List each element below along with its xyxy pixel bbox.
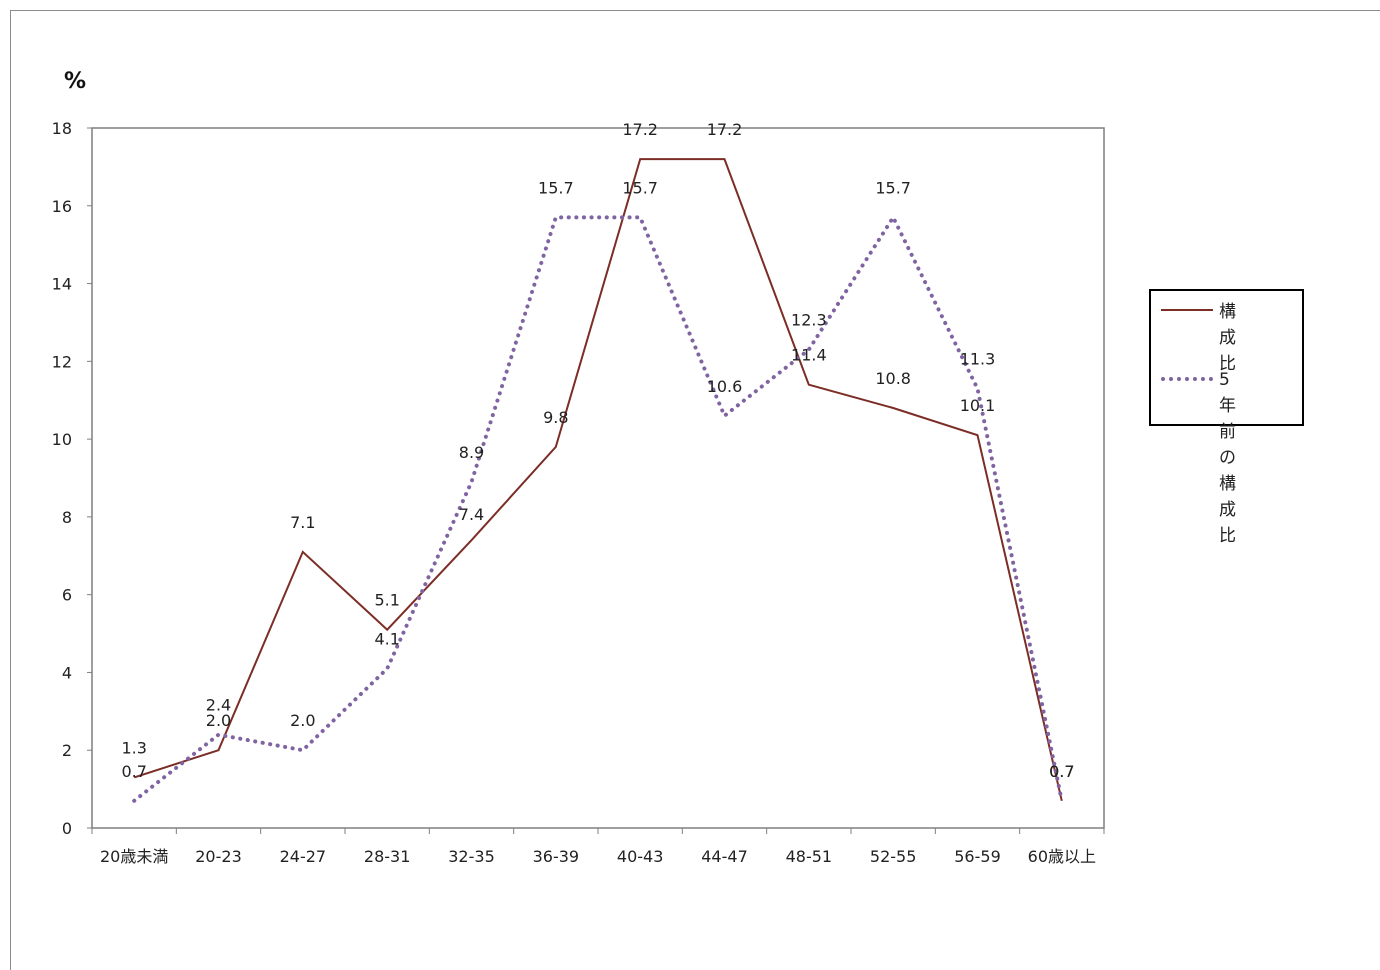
x-tick-label: 28-31 — [364, 847, 411, 866]
x-tick-label: 56-59 — [954, 847, 1001, 866]
legend-label-series-2-line2: 構成比 — [1219, 474, 1236, 546]
data-label-series-1: 17.2 — [707, 120, 743, 139]
y-tick-label: 2 — [62, 741, 72, 760]
data-label-series-2: 2.4 — [206, 696, 231, 715]
y-tick-label: 12 — [52, 352, 72, 371]
x-tick-label: 32-35 — [448, 847, 495, 866]
chart-frame — [10, 10, 1380, 970]
data-labels: 1.3 2.0 7.1 5.1 7.4 9.8 17.2 17.2 11.4 10.8 10.1 0.… — [121, 120, 1074, 781]
y-unit-label: % — [64, 69, 86, 94]
data-label-series-1: 7.4 — [459, 505, 484, 524]
x-axis: 20歳未満 20-23 24-27 28-31 32-35 36-39 40-43 44-47… — [91, 828, 1105, 866]
x-tick-label: 40-43 — [617, 847, 664, 866]
x-tick-label: 60歳以上 — [1028, 847, 1096, 866]
y-tick-label: 6 — [62, 586, 72, 605]
data-label-series-1: 5.1 — [374, 591, 399, 610]
y-tick-label: 18 — [52, 119, 72, 138]
data-label-series-1: 9.8 — [543, 408, 568, 427]
data-label-series-2: 0.7 — [1049, 762, 1074, 781]
legend-label-series-2-line1: 5年前の — [1219, 370, 1236, 468]
data-label-series-1: 10.8 — [875, 369, 911, 388]
data-label-series-1: 1.3 — [121, 738, 146, 757]
data-label-series-1: 0.7 — [1049, 762, 1074, 781]
x-tick-label: 36-39 — [533, 847, 580, 866]
data-label-series-1: 10.1 — [960, 396, 996, 415]
data-label-series-1: 2.0 — [206, 711, 231, 730]
y-tick-label: 4 — [62, 663, 72, 682]
data-label-series-2: 2.0 — [290, 711, 315, 730]
y-tick-label: 16 — [52, 197, 72, 216]
data-label-series-2: 15.7 — [875, 178, 911, 197]
y-tick-label: 10 — [52, 430, 72, 449]
y-tick-label: 8 — [62, 508, 72, 527]
data-label-series-2: 11.3 — [960, 350, 996, 369]
legend: 構成比 5年前の 構成比 — [1149, 289, 1304, 546]
legend-label-series-2: 5年前の 構成比 — [1219, 367, 1236, 549]
data-label-series-2: 8.9 — [459, 443, 484, 462]
data-label-series-1: 11.4 — [791, 346, 827, 365]
series-line-2 — [132, 213, 1064, 803]
data-label-series-2: 0.7 — [121, 762, 146, 781]
plot-area — [91, 127, 1105, 829]
x-tick-label: 48-51 — [786, 847, 833, 866]
series-layer — [132, 158, 1064, 803]
x-tick-label: 52-55 — [870, 847, 917, 866]
legend-swatch-dotted — [1161, 377, 1213, 381]
data-label-series-1: 7.1 — [290, 513, 315, 532]
y-axis: 0 2 4 6 8 10 12 14 16 18 — [52, 119, 92, 838]
y-tick-label: 0 — [62, 819, 72, 838]
data-label-series-2: 15.7 — [538, 178, 574, 197]
legend-swatch-solid — [1161, 309, 1213, 311]
x-tick-label: 20歳未満 — [100, 847, 168, 866]
x-tick-label: 20-23 — [195, 847, 242, 866]
legend-label-series-1: 構成比 — [1219, 302, 1236, 374]
data-label-series-2: 15.7 — [622, 178, 658, 197]
data-label-series-2: 4.1 — [374, 630, 399, 649]
data-label-series-2: 12.3 — [791, 311, 827, 330]
y-tick-label: 14 — [52, 275, 72, 294]
x-tick-label: 44-47 — [701, 847, 748, 866]
data-label-series-2: 10.6 — [707, 377, 743, 396]
x-tick-label: 24-27 — [280, 847, 327, 866]
series-line-1 — [133, 158, 1063, 802]
data-label-series-1: 17.2 — [622, 120, 658, 139]
